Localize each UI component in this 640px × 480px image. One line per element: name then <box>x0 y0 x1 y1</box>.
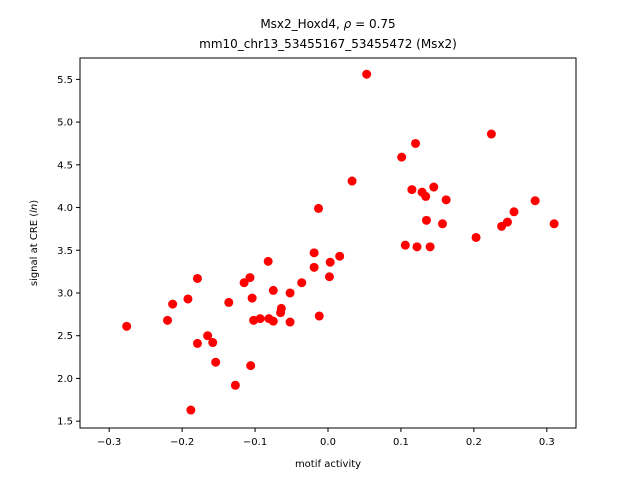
data-point <box>230 380 240 390</box>
data-points <box>122 69 559 415</box>
data-point <box>268 316 278 326</box>
data-point <box>309 262 319 272</box>
x-tick-label: 0.1 <box>393 437 409 448</box>
data-point <box>441 195 451 205</box>
data-point <box>245 273 255 283</box>
x-axis-label: motif activity <box>295 459 361 470</box>
x-tick-label: −0.1 <box>243 437 267 448</box>
y-tick-label: 3.0 <box>57 288 73 299</box>
data-point <box>502 217 512 227</box>
data-point <box>429 182 439 192</box>
data-point <box>425 242 435 252</box>
data-point <box>421 215 431 225</box>
y-tick-label: 3.5 <box>57 246 73 257</box>
chart-subtitle: mm10_chr13_53455167_53455472 (Msx2) <box>199 37 457 51</box>
data-point <box>208 338 218 348</box>
data-point <box>224 297 234 307</box>
data-point <box>268 285 278 295</box>
data-point <box>263 256 273 266</box>
data-point <box>186 405 196 415</box>
data-point <box>203 331 213 341</box>
data-point <box>471 232 481 242</box>
data-point <box>509 207 519 217</box>
data-point <box>407 185 417 195</box>
data-point <box>285 317 295 327</box>
data-point <box>549 219 559 229</box>
x-tick-label: 0.2 <box>466 437 482 448</box>
data-point <box>239 278 249 288</box>
data-point <box>362 69 372 79</box>
data-point <box>486 129 496 139</box>
y-tick-label: 4.5 <box>57 160 73 171</box>
y-tick-label: 5.5 <box>57 75 73 86</box>
y-tick-label: 5.0 <box>57 118 73 129</box>
y-tick-label: 2.5 <box>57 331 73 342</box>
data-point <box>309 248 319 258</box>
data-point <box>246 361 256 371</box>
data-point <box>324 272 334 282</box>
y-tick-label: 4.0 <box>57 203 73 214</box>
data-point <box>314 311 324 321</box>
data-point <box>122 321 132 331</box>
x-axis-ticks: −0.3 −0.2 −0.1 0.0 0.1 0.2 0.3 <box>97 428 555 448</box>
data-point <box>421 191 431 201</box>
data-point <box>347 176 357 186</box>
data-point <box>400 240 410 250</box>
data-point <box>285 288 295 298</box>
y-axis-label: signal at CRE (ln) <box>29 200 40 286</box>
data-point <box>412 242 422 252</box>
data-point <box>276 303 286 313</box>
x-tick-label: 0.0 <box>320 437 336 448</box>
y-tick-label: 1.5 <box>57 417 73 428</box>
data-point <box>530 196 540 206</box>
x-tick-label: −0.2 <box>170 437 194 448</box>
data-point <box>297 278 307 288</box>
plot-area-frame <box>79 57 577 429</box>
data-point <box>411 138 421 148</box>
data-point <box>335 251 345 261</box>
y-tick-label: 2.0 <box>57 374 73 385</box>
data-point <box>314 203 324 213</box>
data-point <box>183 294 193 304</box>
x-tick-label: 0.3 <box>539 437 555 448</box>
data-point <box>163 315 173 325</box>
chart-title: Msx2_Hoxd4, ρ = 0.75 <box>260 17 395 31</box>
data-point <box>247 293 257 303</box>
data-point <box>255 314 265 324</box>
data-point <box>438 219 448 229</box>
y-axis-ticks: 1.5 2.0 2.5 3.0 3.5 4.0 4.5 5.0 5.5 <box>57 75 80 428</box>
data-point <box>397 152 407 162</box>
data-point <box>168 299 178 309</box>
x-tick-label: −0.3 <box>97 437 121 448</box>
data-point <box>192 273 202 283</box>
data-point <box>192 338 202 348</box>
data-point <box>211 357 221 367</box>
data-point <box>325 257 335 267</box>
